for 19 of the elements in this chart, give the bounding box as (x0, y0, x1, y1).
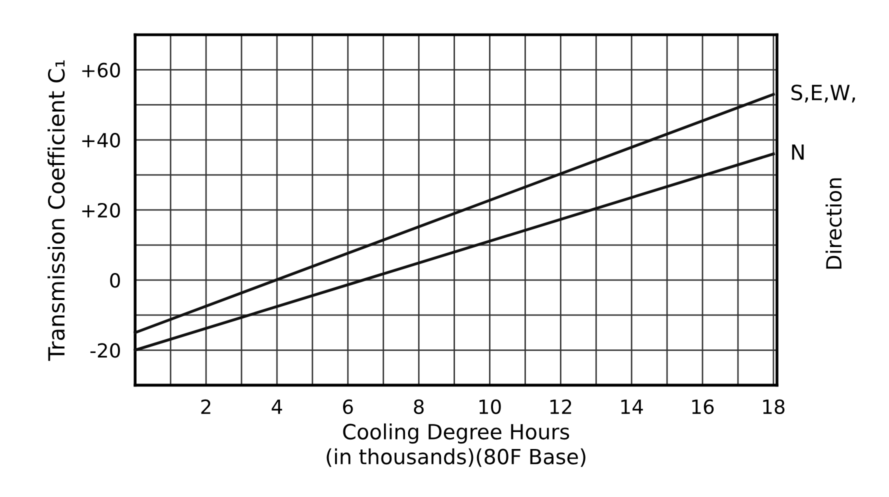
x-tick-label: 14 (621, 400, 643, 414)
x-tick-label: 10 (480, 399, 501, 414)
y-tick-label: +40 (82, 132, 120, 148)
x-tick-label: 18 (763, 399, 784, 414)
x-axis-title: Cooling Degree Hours (in thousands)(80F Base) (326, 423, 586, 467)
text: Direction (826, 178, 842, 269)
x-tick-label: 2 (201, 399, 210, 414)
y-tick-label: -20 (90, 343, 120, 358)
x-tick-label: 6 (343, 399, 353, 414)
series-label: N (792, 144, 804, 160)
y-tick-label: +60 (82, 62, 120, 78)
x-tick-label: 16 (692, 399, 714, 414)
y-tick-label: +20 (82, 202, 120, 218)
x-tick-label: 12 (550, 399, 572, 414)
y-axis-title: Transmission Coefficient C₁ (48, 60, 65, 361)
series-label: S,E,W, (791, 84, 855, 103)
x-tick-label: 4 (272, 400, 282, 414)
y-tick-label: 0 (110, 273, 120, 288)
x-tick-label: 8 (414, 399, 424, 414)
